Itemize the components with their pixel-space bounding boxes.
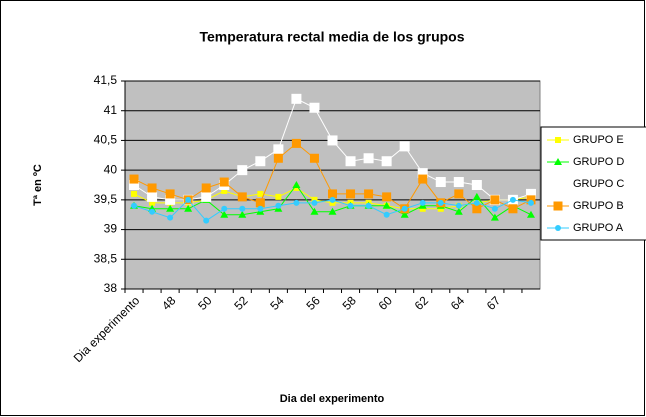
- point: [201, 183, 211, 193]
- point: [221, 205, 228, 212]
- point: [237, 192, 247, 202]
- point: [310, 207, 319, 215]
- point: [309, 153, 319, 163]
- y-tick-label: 38: [104, 281, 118, 295]
- point: [329, 196, 336, 203]
- point: [255, 198, 265, 208]
- point: [435, 177, 446, 188]
- point: [553, 179, 563, 189]
- point: [311, 199, 318, 206]
- point: [346, 189, 356, 199]
- point: [309, 102, 320, 113]
- plot-area: [124, 80, 541, 290]
- point: [257, 205, 264, 212]
- legend-label: GRUPO C: [573, 178, 624, 190]
- point: [527, 199, 534, 206]
- point: [453, 177, 464, 188]
- point: [437, 199, 444, 206]
- point: [203, 217, 210, 224]
- point: [166, 204, 175, 212]
- y-tick-label: 41,5: [94, 73, 118, 87]
- y-tick-label: 41: [104, 103, 118, 117]
- point: [273, 153, 283, 163]
- point: [364, 189, 374, 199]
- point: [345, 156, 356, 167]
- point: [221, 187, 228, 194]
- point: [328, 207, 337, 215]
- x-axis-title: Dia del experimento: [280, 393, 385, 405]
- point: [473, 199, 480, 206]
- point: [554, 158, 562, 165]
- chart-title: Temperatura rectal media de los grupos: [199, 29, 464, 45]
- point: [292, 181, 301, 188]
- point: [399, 141, 410, 152]
- y-tick-label: 39: [104, 222, 118, 236]
- point: [419, 199, 426, 206]
- point: [491, 205, 498, 212]
- point: [129, 174, 139, 184]
- point: [185, 196, 192, 203]
- point: [219, 177, 229, 187]
- point: [149, 208, 156, 215]
- point: [509, 196, 516, 203]
- point: [293, 199, 300, 206]
- point: [455, 202, 462, 209]
- point: [418, 174, 428, 184]
- point: [327, 135, 338, 146]
- point: [165, 189, 175, 199]
- point: [454, 207, 463, 215]
- point: [382, 192, 392, 202]
- point: [257, 190, 264, 197]
- point: [184, 204, 193, 212]
- point: [383, 211, 390, 218]
- legend-label: GRUPO B: [573, 200, 624, 212]
- point: [220, 210, 229, 218]
- point: [237, 165, 248, 176]
- point: [239, 205, 246, 212]
- point: [147, 191, 158, 202]
- point: [401, 205, 408, 212]
- y-tick-label: 38,5: [94, 251, 118, 265]
- y-tick-label: 39,5: [94, 192, 118, 206]
- y-tick-label: 40: [104, 162, 118, 176]
- point: [131, 202, 138, 209]
- point: [490, 195, 500, 205]
- y-tick-label: 40,5: [94, 133, 118, 147]
- point: [255, 156, 266, 167]
- point: [472, 192, 481, 200]
- point: [328, 189, 337, 199]
- point: [381, 156, 392, 167]
- point: [553, 201, 563, 211]
- point: [275, 202, 282, 209]
- legend-label: GRUPO D: [573, 156, 624, 168]
- point: [131, 190, 138, 197]
- point: [382, 201, 391, 209]
- point: [167, 214, 174, 221]
- point: [363, 153, 374, 164]
- point: [490, 213, 499, 221]
- point: [472, 204, 482, 214]
- point: [149, 199, 156, 206]
- point: [201, 191, 212, 202]
- point: [400, 210, 409, 218]
- point: [508, 204, 518, 214]
- point: [275, 193, 282, 200]
- point: [347, 202, 354, 209]
- legend-label: GRUPO E: [573, 134, 624, 146]
- point: [555, 137, 561, 143]
- point: [147, 183, 157, 193]
- point: [273, 144, 284, 155]
- legend-label: GRUPO A: [573, 222, 624, 234]
- point: [238, 210, 247, 218]
- point: [291, 138, 301, 148]
- point: [555, 225, 561, 231]
- y-axis-title: Tª en ºC: [32, 164, 44, 206]
- point: [454, 189, 464, 199]
- point: [471, 180, 482, 190]
- point: [365, 202, 372, 209]
- point: [291, 93, 302, 104]
- point: [526, 210, 535, 218]
